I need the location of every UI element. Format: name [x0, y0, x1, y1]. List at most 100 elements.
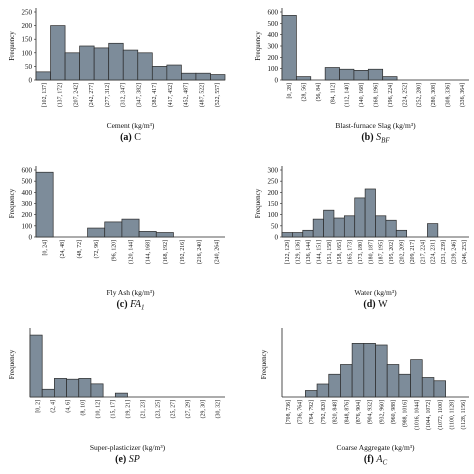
x-tick-label: (239, 246] — [450, 240, 457, 264]
y-tick-label: 50 — [25, 63, 33, 71]
histogram-bar — [66, 378, 80, 398]
y-tick-label: 100 — [22, 49, 33, 57]
y-tick-label: 0 — [275, 234, 279, 242]
y-tick-label: 50 — [271, 222, 279, 230]
y-tick-label: 100 — [268, 211, 279, 219]
panel-title-subscript: 1 — [141, 304, 145, 312]
histogram-bar — [29, 334, 43, 398]
y-tick-label: 100 — [22, 222, 33, 230]
histogram-bar — [395, 229, 408, 238]
histogram-bar — [324, 67, 340, 81]
panel-title-subscript: C — [382, 459, 387, 467]
x-tick-label: (48, 72] — [76, 240, 83, 258]
x-tick-label: (522, 557] — [214, 83, 221, 107]
x-tick-label: (112, 140] — [344, 83, 351, 107]
histogram-bar — [281, 232, 293, 238]
x-tick-label: (196, 224] — [387, 83, 394, 107]
x-tick-label: (129, 136] — [295, 240, 302, 264]
x-tick-label: (21, 23] — [140, 400, 147, 418]
histogram-bar — [385, 219, 397, 238]
histogram-bar — [323, 209, 335, 238]
x-tick-label: (84, 112] — [329, 83, 336, 104]
x-tick-label: (876, 904] — [355, 400, 362, 424]
y-tick-label: 150 — [22, 36, 33, 44]
x-tick-label: (144, 151] — [315, 240, 322, 264]
x-tick-label: (72, 96] — [93, 240, 100, 258]
x-tick-label: (1072, 1100] — [437, 400, 444, 430]
y-axis-label: Frequency — [8, 31, 16, 61]
x-tick-label: (988, 1016] — [402, 400, 409, 427]
panel-title: W — [378, 299, 388, 310]
histogram-bar — [364, 188, 376, 238]
y-axis-label: Frequency — [8, 349, 16, 379]
x-tick-label: (217, 224] — [419, 240, 426, 264]
histogram-bar — [427, 223, 439, 238]
x-tick-label: (151, 158] — [326, 240, 333, 264]
x-tick-label: (202, 209] — [398, 240, 405, 264]
x-tick-label: (1016, 1044] — [413, 400, 420, 430]
x-axis-label: Blast-furnace Slag (kg/m³) — [335, 121, 416, 130]
x-tick-label: (280, 308] — [430, 83, 437, 107]
x-tick-label: (764, 792] — [308, 400, 315, 424]
chart-panel-5: Frequency [708, 736] (736, 764] (764, 792] (… — [260, 328, 469, 467]
y-axis-label: Frequency — [254, 31, 262, 61]
y-tick-label: 200 — [22, 22, 33, 30]
x-tick-label: (347, 382] — [135, 83, 142, 107]
panel-caption: (f) AC — [364, 454, 388, 467]
histogram-bar — [35, 71, 51, 81]
x-tick-label: (904, 932] — [367, 400, 374, 424]
panel-letter: (e) — [115, 454, 129, 465]
x-tick-label: (8, 10] — [80, 400, 87, 416]
x-tick-label: (24, 48] — [59, 240, 66, 258]
x-tick-label: (165, 173] — [347, 240, 354, 264]
x-tick-label: (168, 192] — [162, 240, 169, 264]
histogram-bar — [50, 25, 66, 81]
x-tick-label: (820, 848] — [332, 400, 339, 424]
x-axis-label: Super-plasticizer (kg/m³) — [90, 443, 166, 452]
y-axis-label: Frequency — [260, 349, 268, 379]
x-tick-label: (23, 25] — [155, 400, 162, 418]
histogram-bar — [367, 68, 384, 81]
x-tick-label: (224, 252] — [401, 83, 408, 107]
histogram-bar — [302, 229, 314, 238]
chart-panel-3: 0 50 100 150 200 250 300 Frequency [122, 129] (12… — [254, 166, 469, 310]
x-tick-label: (120, 144] — [128, 240, 135, 264]
x-tick-label: (140, 168] — [358, 83, 365, 107]
x-tick-label: (15, 17] — [110, 400, 117, 418]
histogram-bar — [353, 70, 369, 81]
y-tick-label: 600 — [22, 167, 33, 175]
y-tick-label: 300 — [22, 200, 33, 208]
y-tick-label: 500 — [22, 178, 33, 186]
x-tick-label: [0, 24] — [43, 240, 49, 256]
y-tick-label: 150 — [268, 200, 279, 208]
x-tick-label: (19, 21] — [125, 400, 132, 418]
histogram-bar — [292, 232, 304, 238]
y-tick-label: 200 — [22, 211, 33, 219]
y-tick-label: 300 — [268, 167, 279, 175]
panel-title: SP — [129, 454, 140, 465]
histogram-bar — [316, 383, 330, 398]
histogram-bar — [138, 231, 157, 238]
histogram-bar — [382, 76, 398, 81]
y-tick-label: 400 — [22, 189, 33, 197]
x-tick-label: (336, 364] — [459, 83, 466, 107]
x-tick-label: (158, 165] — [336, 240, 343, 264]
histogram-bar — [281, 15, 297, 81]
histogram-bar — [386, 364, 400, 398]
x-tick-label: (848, 876] — [343, 400, 350, 424]
x-tick-label: (27, 29] — [185, 400, 192, 418]
x-tick-label: (960, 988] — [390, 400, 397, 424]
y-tick-label: 250 — [268, 178, 279, 186]
histogram-bar — [339, 68, 355, 81]
x-tick-label: (452, 487] — [183, 83, 190, 107]
x-tick-label: (1128, 1156] — [460, 400, 467, 430]
x-tick-label: (2, 4] — [50, 400, 57, 413]
histogram-bar — [375, 215, 387, 238]
panel-title-subscript: BF — [381, 137, 390, 145]
panel-caption: (c) FA1 — [116, 299, 144, 312]
histogram-bar — [363, 343, 376, 398]
histogram-bar — [93, 47, 110, 81]
panel-title: S — [376, 132, 381, 143]
x-tick-label: (277, 312] — [104, 83, 111, 107]
